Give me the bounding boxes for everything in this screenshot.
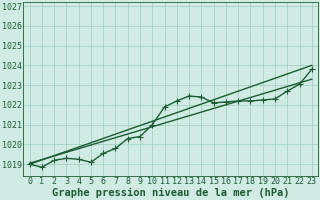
X-axis label: Graphe pression niveau de la mer (hPa): Graphe pression niveau de la mer (hPa) [52,188,290,198]
